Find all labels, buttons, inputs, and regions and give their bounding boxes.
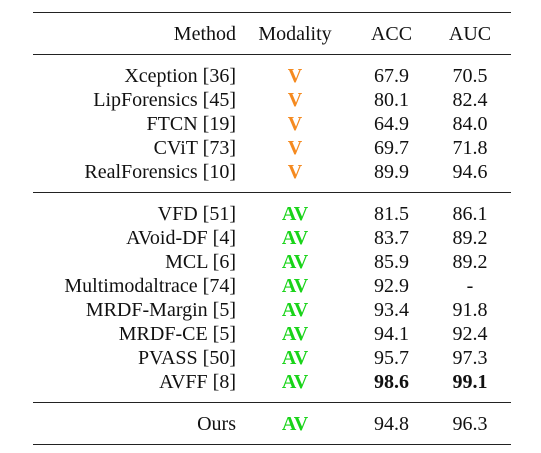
acc-cell: 98.6 <box>374 371 409 393</box>
auc-cell: 97.3 <box>452 347 488 369</box>
ours-rule <box>33 402 511 403</box>
ours-row: Ours AV 94.8 96.3 <box>33 412 511 436</box>
method-cell: MRDF-CE [5] <box>118 323 236 345</box>
modality-cell: AV <box>281 413 309 435</box>
auc-cell: 89.2 <box>452 251 488 273</box>
header-method: Method <box>173 23 236 45</box>
method-cell: PVASS [50] <box>138 347 236 369</box>
acc-cell: 69.7 <box>374 137 409 159</box>
method-cell: FTCN [19] <box>146 113 236 135</box>
auc-cell: 70.5 <box>452 65 488 87</box>
header-modality: Modality <box>258 23 332 45</box>
table-row: PVASS [50] AV 95.7 97.3 <box>33 346 511 370</box>
modality-cell: V <box>287 89 303 111</box>
auc-cell: - <box>466 275 474 297</box>
acc-cell: 94.8 <box>374 413 409 435</box>
video-methods-group: Xception [36] V 67.9 70.5 LipForensics [45] V… <box>33 64 511 184</box>
auc-cell: 92.4 <box>452 323 488 345</box>
auc-cell: 96.3 <box>452 413 488 435</box>
header-acc: ACC <box>370 23 413 45</box>
method-cell: AVoid-DF [4] <box>126 227 236 249</box>
table-row: MRDF-CE [5] AV 94.1 92.4 <box>33 322 511 346</box>
top-rule <box>33 12 511 13</box>
acc-cell: 64.9 <box>374 113 409 135</box>
modality-cell: AV <box>281 275 309 297</box>
table-row: Multimodaltrace [74] AV 92.9 - <box>33 274 511 298</box>
header-rule <box>33 54 511 55</box>
modality-cell: V <box>287 65 303 87</box>
table-row: FTCN [19] V 64.9 84.0 <box>33 112 511 136</box>
auc-cell: 99.1 <box>452 371 488 393</box>
acc-cell: 81.5 <box>374 203 409 225</box>
auc-cell: 71.8 <box>452 137 488 159</box>
table-row: MRDF-Margin [5] AV 93.4 91.8 <box>33 298 511 322</box>
method-cell: MRDF-Margin [5] <box>85 299 236 321</box>
modality-cell: AV <box>281 323 309 345</box>
auc-cell: 84.0 <box>452 113 488 135</box>
method-cell: RealForensics [10] <box>84 161 236 183</box>
method-cell: VFD [51] <box>157 203 236 225</box>
auc-cell: 94.6 <box>452 161 488 183</box>
table-row: AVFF [8] AV 98.6 99.1 <box>33 370 511 394</box>
group-rule <box>33 192 511 193</box>
table-row: MCL [6] AV 85.9 89.2 <box>33 250 511 274</box>
table-row: LipForensics [45] V 80.1 82.4 <box>33 88 511 112</box>
modality-cell: AV <box>281 251 309 273</box>
audiovisual-methods-group: VFD [51] AV 81.5 86.1 AVoid-DF [4] AV 83.7 89.2… <box>33 202 511 394</box>
bottom-rule <box>33 444 511 445</box>
method-cell: AVFF [8] <box>159 371 236 393</box>
method-cell: LipForensics [45] <box>93 89 236 111</box>
modality-cell: V <box>287 113 303 135</box>
acc-cell: 95.7 <box>374 347 409 369</box>
method-cell: Xception [36] <box>124 65 236 87</box>
method-cell: CViT [73] <box>153 137 236 159</box>
modality-cell: AV <box>281 299 309 321</box>
auc-cell: 82.4 <box>452 89 488 111</box>
acc-cell: 89.9 <box>374 161 409 183</box>
modality-cell: AV <box>281 203 309 225</box>
acc-cell: 67.9 <box>374 65 409 87</box>
header-auc: AUC <box>448 23 492 45</box>
modality-cell: AV <box>281 371 309 393</box>
table-row: Xception [36] V 67.9 70.5 <box>33 64 511 88</box>
modality-cell: V <box>287 161 303 183</box>
method-cell: MCL [6] <box>165 251 236 273</box>
table-row: RealForensics [10] V 89.9 94.6 <box>33 160 511 184</box>
acc-cell: 94.1 <box>374 323 409 345</box>
table-row: VFD [51] AV 81.5 86.1 <box>33 202 511 226</box>
auc-cell: 89.2 <box>452 227 488 249</box>
table-row: AVoid-DF [4] AV 83.7 89.2 <box>33 226 511 250</box>
acc-cell: 80.1 <box>374 89 409 111</box>
acc-cell: 85.9 <box>374 251 409 273</box>
auc-cell: 91.8 <box>452 299 488 321</box>
method-cell: Multimodaltrace [74] <box>64 275 236 297</box>
modality-cell: AV <box>281 347 309 369</box>
table-row: CViT [73] V 69.7 71.8 <box>33 136 511 160</box>
acc-cell: 92.9 <box>374 275 409 297</box>
acc-cell: 93.4 <box>374 299 409 321</box>
header-row: Method Modality ACC AUC <box>33 22 511 46</box>
modality-cell: V <box>287 137 303 159</box>
acc-cell: 83.7 <box>374 227 409 249</box>
results-table: Method Modality ACC AUC Xception [36] V 67… <box>33 12 511 445</box>
modality-cell: AV <box>281 227 309 249</box>
auc-cell: 86.1 <box>452 203 488 225</box>
method-cell: Ours <box>197 413 236 435</box>
